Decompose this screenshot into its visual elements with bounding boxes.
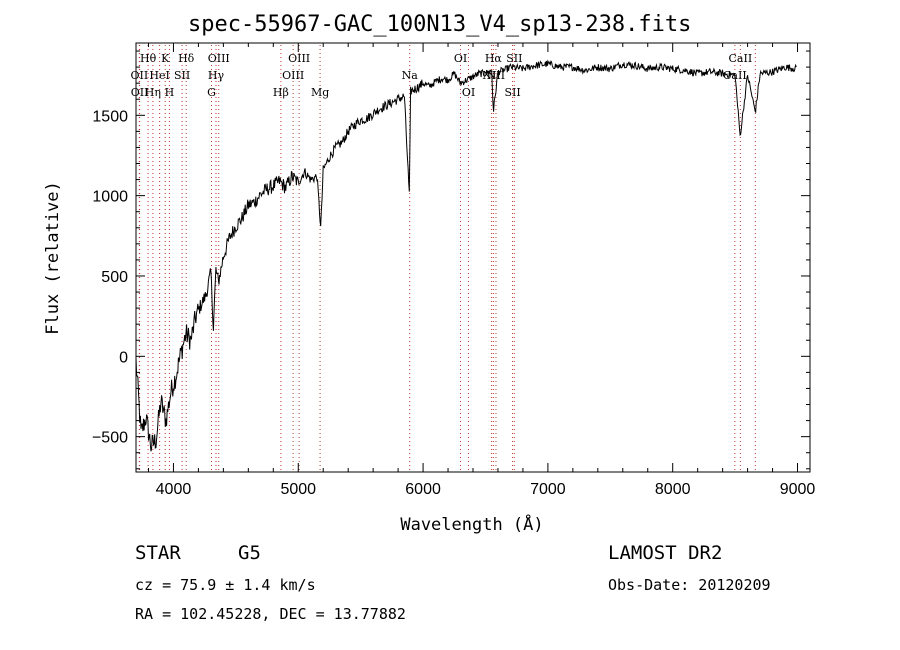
spectral-line-label: OIII [282, 69, 304, 82]
obs-date-text: Obs-Date: 20120209 [608, 576, 771, 594]
spectral-line-label: Hβ [273, 86, 289, 99]
spectral-line-label: NII [487, 69, 505, 82]
spectral-line-label: HeI [149, 69, 169, 82]
spectral-line-label: Hθ [140, 52, 157, 65]
survey-name: LAMOST DR2 [608, 542, 723, 564]
spectral-line-label: Hη [145, 86, 161, 99]
y-tick-label: 500 [101, 269, 128, 286]
x-tick-label: 7000 [530, 481, 566, 498]
spectral-line-label: K [161, 52, 170, 65]
y-tick-label: 1000 [92, 189, 128, 206]
x-axis-label: Wavelength (Å) [400, 513, 543, 535]
object-class: STAR [135, 542, 181, 564]
coordinates-text: RA = 102.45228, DEC = 13.77882 [135, 605, 406, 623]
spectral-line-label: Hα [485, 52, 503, 65]
spectral-line-label: Na [402, 69, 419, 82]
spectral-line-label: Hδ [178, 52, 195, 65]
spectral-line-label: OIII [208, 52, 230, 65]
spectral-line-label: OI [462, 86, 475, 99]
y-tick-label: 1500 [92, 108, 128, 125]
spectrum-line-layer [135, 59, 797, 452]
spectral-line-label: SII [174, 69, 190, 82]
x-tick-label: 6000 [405, 481, 441, 498]
spectral-line-label: OII [131, 69, 149, 82]
spectral-line-label: Hγ [208, 69, 225, 82]
spectral-line-label: OII [131, 86, 149, 99]
spectrum-line [135, 59, 797, 452]
line-markers [138, 45, 756, 470]
velocity-text: cz = 75.9 ± 1.4 km/s [135, 576, 316, 594]
spectral-line-label: Mg [311, 86, 329, 99]
spectral-line-label: G [207, 86, 216, 99]
y-tick-label: −500 [92, 430, 128, 447]
x-tick-label: 8000 [655, 481, 691, 498]
spectral-line-label: NII [482, 69, 500, 82]
spectral-line-label: OI [454, 52, 467, 65]
x-tick-label: 5000 [280, 481, 316, 498]
y-tick-label: 0 [119, 349, 128, 366]
spectral-line-label: H [165, 86, 175, 99]
axis-ticks: 4000 5000 6000 7000 8000 9000 −500 0 500 1000 1500 [92, 43, 815, 498]
x-tick-label: 9000 [780, 481, 816, 498]
spectral-line-label: CaII [723, 69, 747, 82]
x-tick-label: 4000 [156, 481, 192, 498]
spectral-line-label: CaII [729, 52, 753, 65]
spectral-line-label: OIII [288, 52, 310, 65]
spectral-line-label: SII [504, 86, 520, 99]
plot-frame [135, 42, 811, 473]
y-axis-label: Flux (relative) [43, 181, 63, 335]
subclass: G5 [238, 542, 261, 564]
chart-title: spec-55967-GAC_100N13_V4_sp13-238.fits [188, 12, 692, 37]
spectral-line-label: SII [506, 52, 522, 65]
